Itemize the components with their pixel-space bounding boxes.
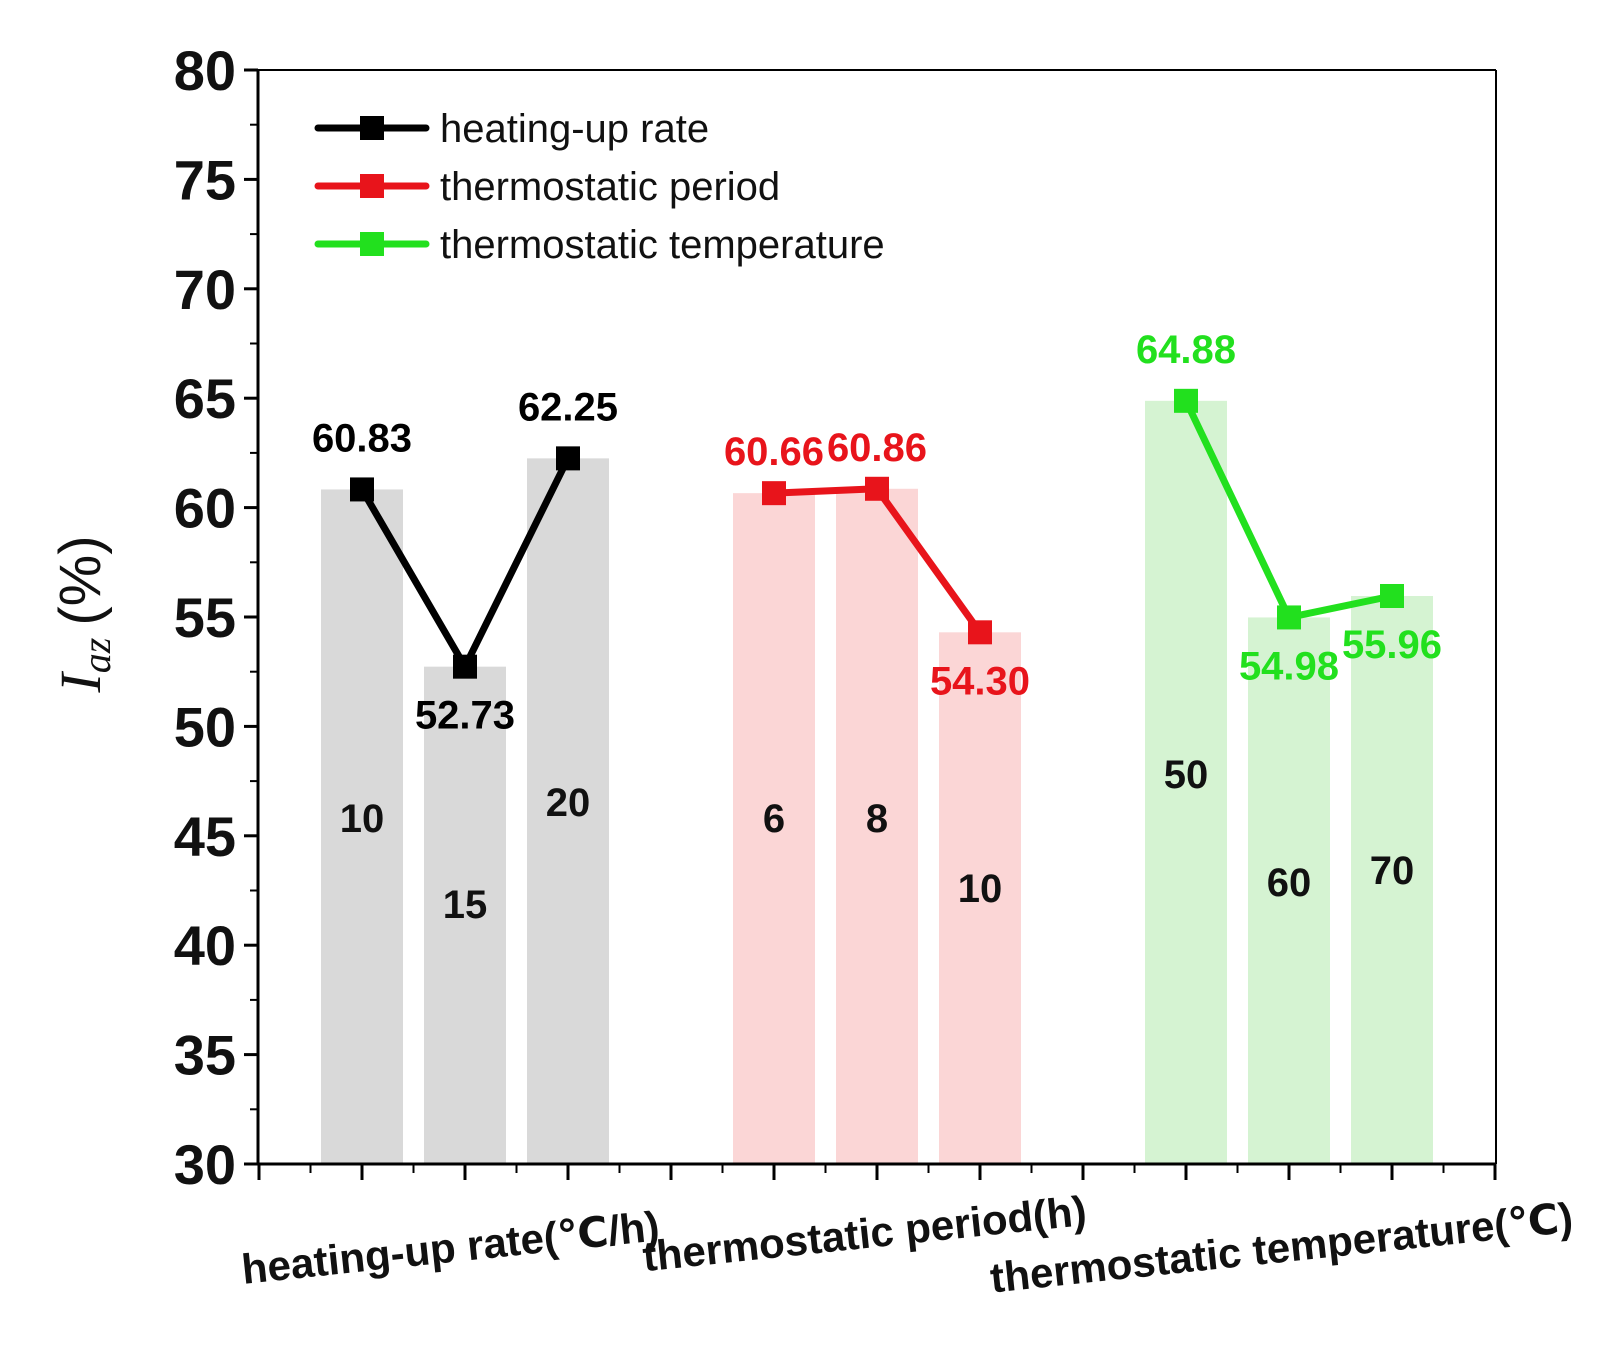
data-value-label: 60.86 <box>827 426 927 470</box>
data-point-marker <box>762 481 786 506</box>
bar-level-label: 20 <box>546 781 591 825</box>
data-point-marker <box>865 476 889 501</box>
y-tick-label: 40 <box>174 914 236 977</box>
legend-marker <box>360 116 384 140</box>
bar-level-label: 10 <box>340 797 385 841</box>
lines-layer <box>350 388 1404 679</box>
bar-heating-up-rate-15 <box>424 666 506 1164</box>
data-value-label: 52.73 <box>415 694 515 738</box>
data-value-label: 55.96 <box>1342 623 1442 667</box>
data-value-label: 62.25 <box>518 385 618 429</box>
data-point-marker <box>556 446 580 471</box>
y-tick-label: 65 <box>174 367 236 430</box>
y-tick-label: 80 <box>174 39 236 102</box>
y-tick-label: 60 <box>174 477 236 540</box>
y-axis-unit: (%) <box>48 535 113 625</box>
bar-heating-up-rate-10 <box>321 489 403 1165</box>
y-tick-label: 30 <box>174 1133 236 1196</box>
bar-thermostatic-period-10 <box>939 632 1021 1164</box>
legend-marker <box>360 174 384 198</box>
y-tick-label: 75 <box>174 148 236 211</box>
bar-thermostatic-temperature-60 <box>1248 617 1330 1164</box>
data-point-marker <box>968 620 992 645</box>
y-tick-label: 50 <box>174 695 236 758</box>
bar-level-label: 10 <box>958 867 1003 911</box>
y-tick-label: 70 <box>174 258 236 321</box>
bar-level-label: 15 <box>443 883 488 927</box>
data-value-label: 60.66 <box>724 430 824 474</box>
bar-thermostatic-temperature-50 <box>1145 400 1227 1165</box>
data-point-marker <box>1174 388 1198 413</box>
legend-entry: thermostatic period <box>440 165 780 209</box>
data-value-label: 60.83 <box>312 416 412 460</box>
legend-entry: heating-up rate <box>440 107 709 151</box>
bars-layer <box>321 400 1433 1165</box>
legend: heating-up rate thermostatic period thermo… <box>314 107 885 267</box>
y-axis-label: Iaz (%) <box>48 535 119 693</box>
legend-marker <box>360 232 384 256</box>
labels-layer: 60.83 10 52.73 15 62.25 20 60.66 6 60.86 8 54.30 10… <box>312 328 1442 927</box>
x-group-label: heating-up rate(℃/h) <box>239 1202 661 1293</box>
data-value-label: 64.88 <box>1136 328 1236 372</box>
y-axis-subscript: az <box>74 637 119 673</box>
y-tick-label: 35 <box>174 1024 236 1087</box>
data-point-marker <box>1277 605 1301 630</box>
y-axis-symbol: I <box>48 671 113 694</box>
bar-level-label: 50 <box>1164 753 1209 797</box>
data-point-marker <box>350 477 374 502</box>
bar-level-label: 70 <box>1370 849 1415 893</box>
bar-thermostatic-period-8 <box>836 488 918 1164</box>
data-value-label: 54.98 <box>1239 644 1339 688</box>
bar-level-label: 60 <box>1267 861 1312 905</box>
data-value-label: 54.30 <box>930 659 1030 703</box>
bar-heating-up-rate-20 <box>527 458 609 1164</box>
bar-level-label: 8 <box>866 797 888 841</box>
data-point-marker <box>453 654 477 679</box>
legend-entry: thermostatic temperature <box>440 223 885 267</box>
bar-thermostatic-temperature-70 <box>1351 595 1433 1164</box>
y-tick-label: 45 <box>174 805 236 868</box>
y-tick-label: 55 <box>174 586 236 649</box>
bar-thermostatic-period-6 <box>733 493 815 1165</box>
data-point-marker <box>1380 583 1404 608</box>
bar-level-label: 6 <box>763 797 785 841</box>
